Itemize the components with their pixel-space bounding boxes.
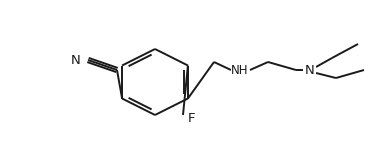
Text: NH: NH xyxy=(231,64,249,76)
Text: N: N xyxy=(71,54,81,67)
Text: N: N xyxy=(305,64,315,76)
Text: F: F xyxy=(188,112,196,124)
